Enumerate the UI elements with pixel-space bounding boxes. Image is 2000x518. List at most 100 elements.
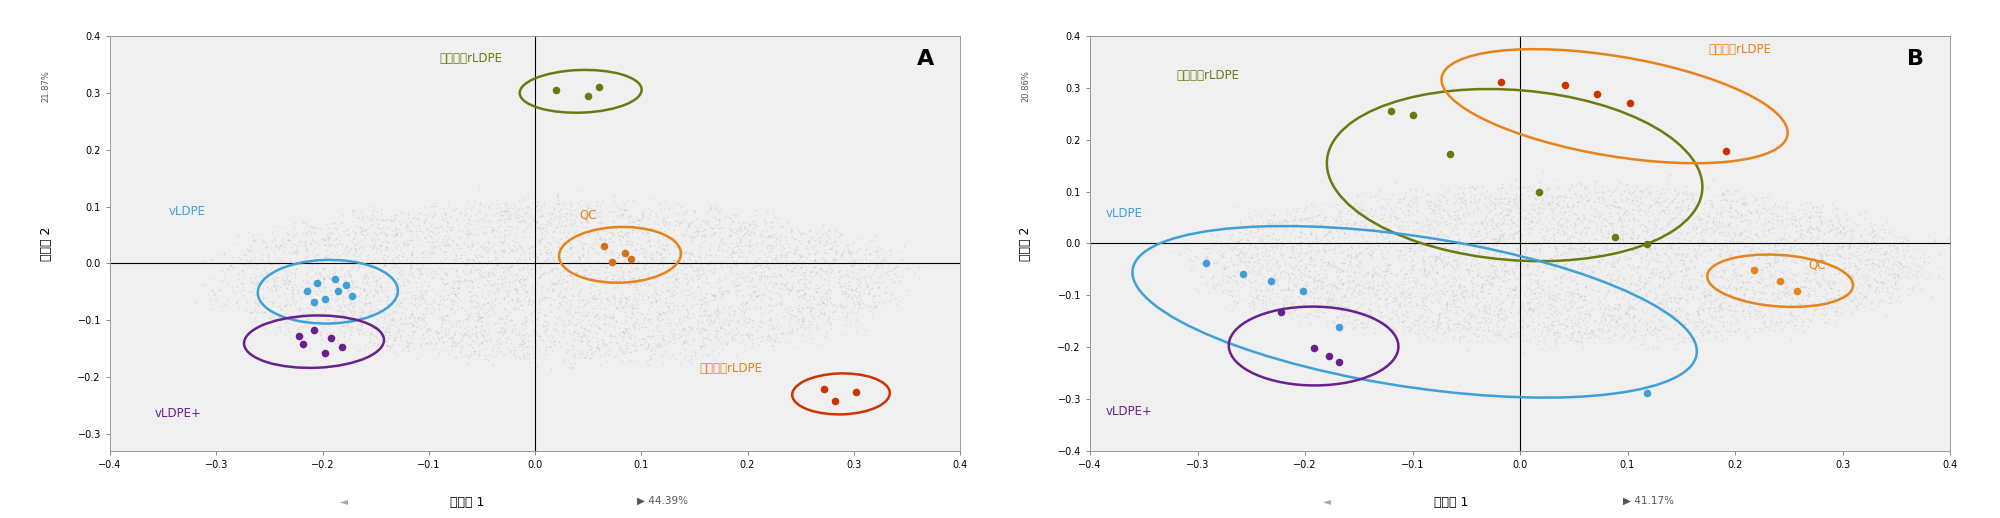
Point bbox=[652, 354, 684, 363]
Point bbox=[1528, 232, 1560, 240]
Point bbox=[1708, 265, 1740, 274]
Point bbox=[274, 277, 306, 285]
Point bbox=[1292, 271, 1324, 279]
Point bbox=[394, 288, 426, 296]
Point bbox=[614, 267, 646, 276]
Point bbox=[1390, 218, 1422, 226]
Point bbox=[1798, 265, 1830, 274]
Point bbox=[708, 318, 740, 326]
Point bbox=[1524, 243, 1556, 252]
Point bbox=[1728, 306, 1760, 314]
Point bbox=[458, 256, 490, 265]
Point bbox=[544, 213, 576, 221]
Point bbox=[1538, 260, 1570, 268]
Point bbox=[1806, 220, 1838, 228]
Point bbox=[1682, 311, 1714, 319]
Point bbox=[1878, 284, 1910, 292]
Point bbox=[332, 231, 364, 239]
Point bbox=[1776, 213, 1808, 222]
Point bbox=[1278, 254, 1310, 262]
Point bbox=[1516, 305, 1548, 313]
Point bbox=[482, 286, 514, 295]
Point bbox=[1678, 285, 1710, 294]
Point bbox=[322, 240, 354, 248]
Point bbox=[774, 248, 806, 256]
Point bbox=[638, 332, 670, 340]
Point bbox=[704, 240, 736, 249]
Point bbox=[1860, 286, 1892, 294]
Point bbox=[1742, 278, 1774, 286]
Point bbox=[668, 337, 700, 346]
Point bbox=[1572, 244, 1604, 253]
Point bbox=[1756, 309, 1788, 318]
Point bbox=[1362, 315, 1394, 324]
Point bbox=[1428, 272, 1460, 281]
Point bbox=[1392, 201, 1424, 209]
Point bbox=[480, 226, 512, 235]
Point bbox=[1418, 228, 1450, 236]
Point bbox=[392, 314, 424, 322]
Point bbox=[1554, 334, 1586, 342]
Point bbox=[1310, 297, 1342, 306]
Point bbox=[410, 307, 442, 315]
Point bbox=[656, 305, 688, 313]
Point bbox=[390, 338, 422, 346]
Point bbox=[360, 237, 392, 245]
Point bbox=[1270, 285, 1302, 293]
Point bbox=[1452, 268, 1484, 276]
Point bbox=[1492, 291, 1524, 299]
Point bbox=[1426, 286, 1458, 294]
Point bbox=[1656, 238, 1688, 246]
Point bbox=[1884, 238, 1916, 246]
Point bbox=[1650, 298, 1682, 306]
Point bbox=[1544, 278, 1576, 286]
Point bbox=[626, 323, 658, 332]
Point bbox=[844, 300, 876, 308]
Point bbox=[1266, 239, 1298, 248]
Point bbox=[302, 279, 334, 287]
Point bbox=[1426, 289, 1458, 297]
Point bbox=[668, 233, 700, 241]
Point bbox=[1410, 292, 1442, 300]
Point bbox=[1450, 249, 1482, 257]
Point bbox=[486, 207, 518, 215]
Point bbox=[1366, 194, 1398, 202]
Point bbox=[1294, 253, 1326, 262]
Point bbox=[1666, 214, 1698, 222]
Point bbox=[440, 277, 472, 285]
Point bbox=[1674, 337, 1706, 345]
Point bbox=[1820, 303, 1852, 311]
Point bbox=[472, 268, 504, 277]
Point bbox=[1390, 270, 1422, 278]
Point bbox=[1242, 224, 1274, 233]
Point bbox=[310, 253, 342, 261]
Point bbox=[1524, 292, 1556, 300]
Point bbox=[448, 239, 480, 247]
Point bbox=[586, 336, 618, 344]
Point bbox=[1374, 226, 1406, 235]
Point bbox=[640, 255, 672, 264]
Point bbox=[1736, 197, 1768, 206]
Point bbox=[680, 229, 712, 238]
Point bbox=[1596, 269, 1628, 278]
Point bbox=[1652, 234, 1684, 242]
Point bbox=[1424, 228, 1456, 236]
Point bbox=[548, 328, 580, 337]
Point bbox=[474, 279, 506, 287]
Point bbox=[1868, 228, 1900, 236]
Point bbox=[1370, 312, 1402, 320]
Point bbox=[730, 228, 762, 236]
Point bbox=[622, 220, 654, 228]
Point bbox=[1546, 274, 1578, 282]
Point bbox=[1712, 276, 1744, 284]
Point bbox=[560, 228, 592, 236]
Point bbox=[1666, 293, 1698, 301]
Point bbox=[1256, 261, 1288, 269]
Point bbox=[686, 295, 718, 303]
Point bbox=[1728, 254, 1760, 263]
Point bbox=[1792, 303, 1824, 311]
Point bbox=[554, 329, 586, 338]
Point bbox=[1308, 266, 1340, 274]
Point bbox=[1564, 255, 1596, 264]
Point bbox=[698, 228, 730, 237]
